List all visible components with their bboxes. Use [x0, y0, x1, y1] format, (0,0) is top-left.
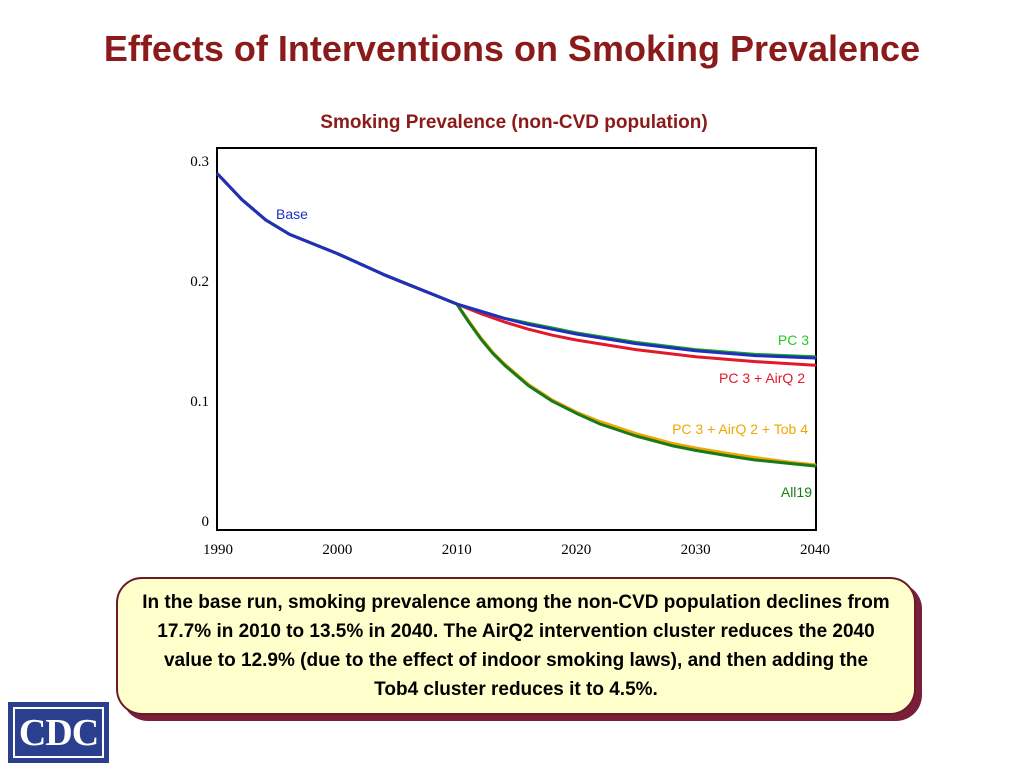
series-labels: Base PC 3 PC 3 + AirQ 2 PC 3 + AirQ 2 + Tob…	[276, 206, 812, 500]
x-axis-tick-labels: 1990 2000 2010 2020 2030 2040	[203, 542, 830, 558]
series-label-pc-3: PC 3	[778, 332, 809, 348]
chart-title: Smoking Prevalence (non-CVD population)	[320, 112, 707, 133]
plot-area-frame	[216, 147, 817, 531]
x-tick-label: 1990	[203, 542, 233, 558]
cdc-logo-text: CDC	[13, 707, 104, 758]
series-label-all19: All19	[781, 484, 812, 500]
x-tick-label: 2000	[322, 542, 352, 558]
series-label-pc-3-airq-2: PC 3 + AirQ 2	[719, 370, 805, 386]
y-tick-label: 0.1	[190, 394, 209, 410]
y-tick-label: 0.3	[190, 154, 209, 170]
x-tick-label: 2030	[681, 542, 711, 558]
x-tick-label: 2040	[800, 542, 830, 558]
callout-text: In the base run, smoking prevalence amon…	[142, 592, 890, 700]
x-tick-label: 2020	[561, 542, 591, 558]
series-line-base	[216, 172, 817, 360]
series-label-pc-3-airq-2-tob-4: PC 3 + AirQ 2 + Tob 4	[672, 421, 808, 437]
y-tick-label: 0.2	[190, 274, 209, 290]
line-chart: Smoking Prevalence (non-CVD population) …	[190, 112, 830, 558]
y-axis-tick-labels: 0 0.1 0.2 0.3	[190, 154, 209, 530]
series-label-base: Base	[276, 206, 308, 222]
cdc-logo: CDC	[8, 702, 109, 763]
series-lines	[216, 172, 817, 468]
summary-callout: In the base run, smoking prevalence amon…	[116, 577, 916, 715]
x-tick-label: 2010	[442, 542, 472, 558]
y-tick-label: 0	[202, 514, 210, 530]
slide-title: Effects of Interventions on Smoking Prev…	[103, 28, 921, 69]
